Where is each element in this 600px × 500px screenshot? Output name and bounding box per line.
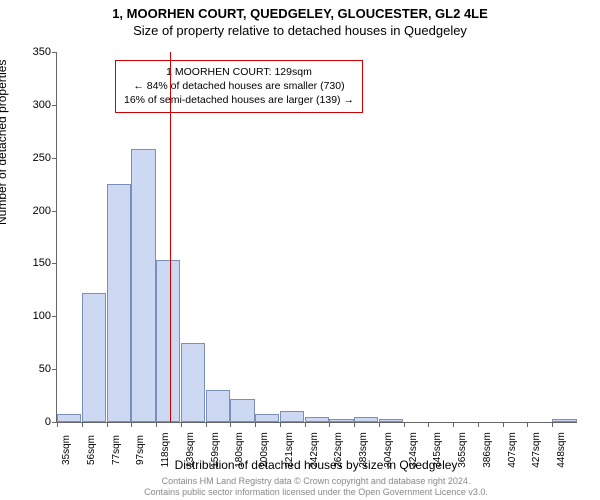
x-tick-mark bbox=[478, 422, 479, 427]
histogram-bar bbox=[107, 184, 131, 422]
footer-line1: Contains HM Land Registry data © Crown c… bbox=[56, 476, 576, 487]
x-tick-mark bbox=[181, 422, 182, 427]
plot-area: 1 MOORHEN COURT: 129sqm ← 84% of detache… bbox=[56, 52, 577, 423]
page-title: 1, MOORHEN COURT, QUEDGELEY, GLOUCESTER,… bbox=[0, 0, 600, 21]
y-tick-mark bbox=[52, 105, 57, 106]
x-tick-mark bbox=[453, 422, 454, 427]
histogram-bar bbox=[329, 419, 353, 422]
y-tick-mark bbox=[52, 158, 57, 159]
annotation-line1: 1 MOORHEN COURT: 129sqm bbox=[124, 65, 354, 79]
histogram-bar bbox=[206, 390, 230, 422]
chart-container: 1, MOORHEN COURT, QUEDGELEY, GLOUCESTER,… bbox=[0, 0, 600, 500]
x-tick-mark bbox=[280, 422, 281, 427]
annotation-line2: ← 84% of detached houses are smaller (73… bbox=[124, 79, 354, 93]
x-tick-mark bbox=[131, 422, 132, 427]
y-tick-mark bbox=[52, 369, 57, 370]
x-tick-mark bbox=[527, 422, 528, 427]
histogram-bar bbox=[305, 417, 329, 422]
histogram-bar bbox=[131, 149, 155, 422]
x-tick-mark bbox=[404, 422, 405, 427]
histogram-bar bbox=[354, 417, 378, 422]
reference-line bbox=[170, 52, 171, 422]
y-tick-mark bbox=[52, 211, 57, 212]
annotation-line3: 16% of semi-detached houses are larger (… bbox=[124, 93, 354, 107]
footer-line2: Contains public sector information licen… bbox=[56, 487, 576, 498]
x-axis-label: Distribution of detached houses by size … bbox=[56, 458, 576, 472]
histogram-bar bbox=[156, 260, 180, 422]
x-tick-mark bbox=[57, 422, 58, 427]
histogram-bar bbox=[379, 419, 403, 422]
histogram-bar bbox=[255, 414, 279, 422]
x-tick-mark bbox=[156, 422, 157, 427]
y-axis-label: Number of detached properties bbox=[0, 60, 9, 225]
x-tick-mark bbox=[206, 422, 207, 427]
x-tick-mark bbox=[503, 422, 504, 427]
x-tick-mark bbox=[82, 422, 83, 427]
histogram-bar bbox=[181, 343, 205, 422]
x-tick-mark bbox=[552, 422, 553, 427]
histogram-bar bbox=[57, 414, 81, 422]
footer-attribution: Contains HM Land Registry data © Crown c… bbox=[56, 476, 576, 498]
histogram-bar bbox=[82, 293, 106, 422]
x-tick-mark bbox=[329, 422, 330, 427]
y-tick-mark bbox=[52, 316, 57, 317]
x-tick-mark bbox=[230, 422, 231, 427]
y-tick-mark bbox=[52, 52, 57, 53]
x-tick-mark bbox=[379, 422, 380, 427]
annotation-box: 1 MOORHEN COURT: 129sqm ← 84% of detache… bbox=[115, 60, 363, 113]
histogram-bar bbox=[280, 411, 304, 422]
x-tick-mark bbox=[354, 422, 355, 427]
histogram-bar bbox=[552, 419, 576, 422]
x-tick-mark bbox=[305, 422, 306, 427]
x-tick-mark bbox=[107, 422, 108, 427]
histogram-bar bbox=[230, 399, 254, 422]
x-tick-mark bbox=[255, 422, 256, 427]
x-tick-mark bbox=[428, 422, 429, 427]
y-tick-mark bbox=[52, 263, 57, 264]
page-subtitle: Size of property relative to detached ho… bbox=[0, 21, 600, 38]
